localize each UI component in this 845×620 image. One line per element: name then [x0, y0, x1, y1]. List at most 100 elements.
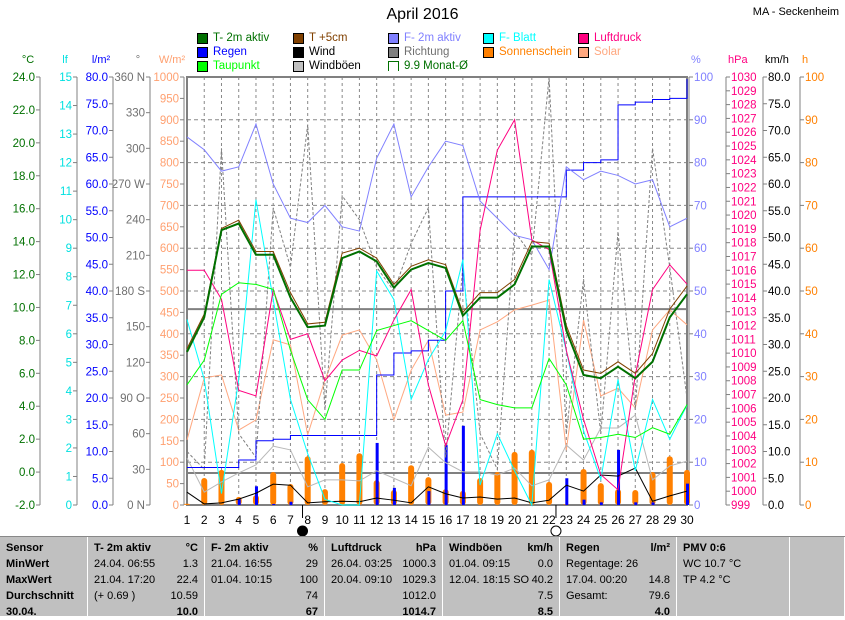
axis-tick-label: -2.0	[15, 500, 35, 512]
axis-tick-label: 30.0	[86, 340, 108, 352]
legend-item: Taupunkt	[197, 60, 260, 72]
legend-label: T +5cm	[309, 32, 348, 44]
axis-tick-label: 9	[66, 243, 72, 255]
axis-tick-label: 35.0	[768, 313, 790, 325]
legend-swatch	[578, 32, 589, 44]
table-cell: 1012.0	[402, 590, 436, 602]
table-cell: Windböen	[449, 542, 503, 554]
table-row: 30.04.	[6, 604, 81, 620]
axis-tick-label: 1020	[731, 210, 757, 222]
rain-bar	[237, 499, 241, 505]
table-header: PMV 0:6	[683, 540, 783, 556]
axis-tick-label: 10.0	[768, 447, 790, 459]
day-label: 22	[542, 513, 556, 527]
station-name: MA - Seckenheim	[752, 6, 839, 18]
axis-tick-label: 40.0	[86, 286, 108, 298]
axis-tick-label: 1024	[731, 155, 757, 167]
axis-tick-label: 75.0	[86, 99, 108, 111]
rain-bar	[427, 491, 431, 505]
table-cell: Gesamt:	[566, 590, 608, 602]
table-row: Gesamt: 79.6	[566, 588, 670, 604]
series-regen	[187, 79, 688, 469]
axis-tick-label: 70	[694, 200, 707, 212]
table-cell: 1029.3	[402, 574, 436, 586]
axis-tick-label: 30	[694, 372, 707, 384]
legend-label: 9.9 Monat-Ø	[404, 60, 468, 72]
table-cell: hPa	[415, 542, 436, 554]
sunshine-bar	[632, 490, 639, 505]
table-row: 24.04. 06:55 1.3	[94, 556, 198, 572]
table-row: 01.04. 09:15 0.0	[449, 556, 553, 572]
table-cell: Sensor	[6, 542, 44, 554]
legend-item: Sonnenschein	[483, 46, 572, 58]
day-label: 17	[456, 513, 470, 527]
day-label: 14	[404, 513, 418, 527]
day-label: 24	[577, 513, 591, 527]
legend-item: Windböen	[293, 60, 361, 72]
axis-tick-label: 80	[805, 158, 818, 170]
rain-bar	[254, 486, 258, 505]
axis-tick-label: 0	[173, 500, 179, 512]
legend-item: Luftdruck	[578, 32, 641, 44]
table-cell: °C	[185, 542, 198, 554]
legend-label: Wind	[309, 46, 336, 58]
axis-tick-label: 30	[805, 372, 818, 384]
axis-tick-label: 650	[160, 222, 179, 234]
axis-tick-label: 100	[160, 457, 179, 469]
legend-swatch	[293, 46, 304, 58]
axis-tick-label: 40	[805, 329, 818, 341]
day-label: 18	[473, 513, 487, 527]
table-cell: 26.04. 03:25	[331, 558, 393, 570]
axis-tick-label: 900	[160, 115, 179, 127]
axis-tick-label: 0	[66, 500, 72, 512]
sunshine-bar	[304, 456, 311, 505]
table-column: Regen l/m² Regentage: 26 17.04. 00:20 14.8 Ge…	[560, 537, 677, 618]
table-row: Durchschnitt	[6, 588, 81, 604]
axis-tick-label: 450	[160, 307, 179, 319]
table-header: F- 2m aktiv%	[211, 540, 318, 556]
axis-tick-label: 30.0	[768, 340, 790, 352]
legend-swatch	[197, 46, 208, 58]
axis-tick-label: 999	[731, 500, 750, 512]
series-f-blatt	[186, 199, 688, 507]
day-label: 5	[253, 513, 260, 527]
axis-tick-label: 90	[805, 115, 818, 127]
axis-tick-label: 11	[60, 186, 72, 198]
axis-tick-label: 1013	[731, 307, 757, 319]
axis-tick-label: 40	[694, 329, 707, 341]
axis-tick-label: 1000	[731, 486, 757, 498]
axis-tick-label: 50.0	[768, 233, 790, 245]
legend-item: Richtung	[388, 46, 449, 58]
axis-tick-label: 80	[694, 158, 707, 170]
rain-bar	[651, 502, 655, 505]
axis-tick-label: 60.0	[86, 179, 108, 191]
axis-tick-label: 14.0	[13, 237, 35, 249]
axis-unit-pct: %	[691, 54, 701, 66]
table-cell: TP 4.2 °C	[683, 574, 731, 586]
table-cell: l/m²	[650, 542, 670, 554]
axis-tick-label: 90 O	[120, 393, 145, 405]
series-t-2m-aktiv	[186, 222, 688, 380]
axis-tick-label: 13	[59, 129, 72, 141]
legend-label: Sonnenschein	[499, 46, 572, 58]
axis-tick-label: 120	[126, 357, 145, 369]
table-cell: Luftdruck	[331, 542, 382, 554]
axis-tick-label: 50	[166, 479, 179, 491]
axis-tick-label: 1014	[731, 293, 757, 305]
rain-bar	[617, 449, 621, 505]
legend-swatch	[483, 32, 494, 44]
table-row: 10.0	[94, 604, 198, 620]
rain-bar	[582, 499, 586, 505]
axis-tick-label: 0	[694, 500, 700, 512]
axis-tick-label: 50.0	[86, 233, 108, 245]
sunshine-bar	[184, 503, 190, 505]
axis-tick-label: 20	[805, 414, 818, 426]
legend-item: T +5cm	[293, 32, 347, 44]
axis-tick-label: 100	[694, 72, 713, 84]
axis-tick-label: 1015	[731, 279, 757, 291]
axis-tick-label: 360 N	[114, 72, 145, 84]
legend-swatch	[388, 61, 399, 71]
axis-tick-label: 1025	[731, 141, 757, 153]
legend-label: Luftdruck	[594, 32, 642, 44]
axis-tick-label: 270 W	[112, 179, 145, 191]
